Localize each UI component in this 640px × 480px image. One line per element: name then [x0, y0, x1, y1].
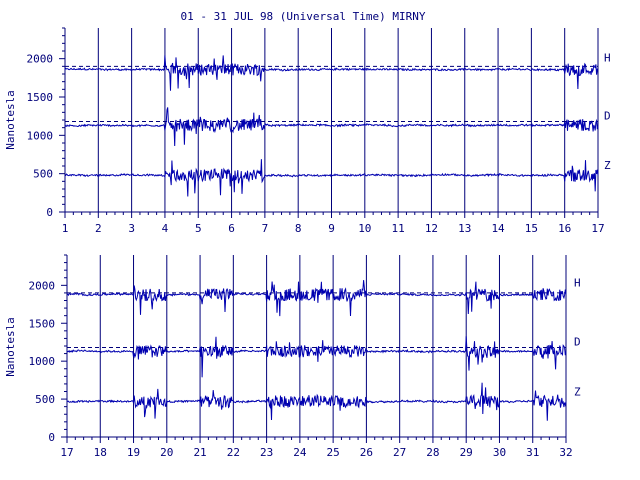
y-tick-label: 0 [46, 206, 53, 219]
series-label-H: H [604, 51, 611, 64]
x-tick-label: 22 [227, 446, 240, 459]
y-tick-label: 2000 [29, 279, 56, 292]
x-tick-label: 30 [493, 446, 506, 459]
x-tick-label: 28 [426, 446, 439, 459]
x-tick-label: 10 [358, 222, 371, 235]
x-tick-label: 8 [295, 222, 302, 235]
y-tick-label: 500 [35, 393, 55, 406]
x-tick-label: 11 [392, 222, 405, 235]
x-tick-label: 2 [95, 222, 102, 235]
x-tick-label: 1 [62, 222, 69, 235]
x-tick-label: 4 [162, 222, 169, 235]
y-tick-label: 1000 [29, 355, 56, 368]
series-label-H: H [574, 276, 581, 289]
x-tick-label: 32 [559, 446, 572, 459]
x-tick-label: 9 [328, 222, 335, 235]
x-tick-label: 15 [525, 222, 538, 235]
y-axis-label: Nanotesla [4, 90, 17, 150]
chart-title: 01 - 31 JUL 98 (Universal Time) MIRNY [180, 10, 425, 23]
trace-D [66, 336, 567, 378]
series-label-Z: Z [574, 385, 581, 398]
trace-Z [64, 159, 599, 197]
x-tick-label: 21 [193, 446, 206, 459]
lower-panel: Nanotesla 0 500 1000 1500 2000 17 18 19 20 21 22 23 2… [4, 254, 581, 459]
x-tick-label: 5 [195, 222, 202, 235]
x-tick-label: 26 [360, 446, 373, 459]
y-tick-label: 1500 [29, 317, 56, 330]
trace-Z [66, 382, 567, 421]
x-tick-label: 7 [262, 222, 269, 235]
series-label-D: D [574, 335, 581, 348]
x-tick-label: 24 [293, 446, 307, 459]
trace-D [64, 107, 599, 147]
series-label-D: D [604, 109, 611, 122]
x-tick-label: 13 [458, 222, 471, 235]
y-tick-label: 2000 [27, 53, 54, 66]
x-tick-label: 3 [128, 222, 135, 235]
x-tick-label: 6 [228, 222, 235, 235]
trace-H [64, 55, 599, 91]
y-tick-label: 1000 [27, 129, 54, 142]
y-tick-label: 0 [48, 431, 55, 444]
y-axis-label: Nanotesla [4, 317, 17, 377]
x-tick-label: 31 [526, 446, 539, 459]
x-tick-label: 25 [327, 446, 340, 459]
x-tick-label: 23 [260, 446, 273, 459]
x-tick-label: 27 [393, 446, 406, 459]
x-tick-label: 17 [60, 446, 73, 459]
y-tick-label: 500 [33, 168, 53, 181]
x-tick-label: 12 [425, 222, 438, 235]
y-tick-label: 1500 [27, 91, 54, 104]
x-tick-label: 17 [591, 222, 604, 235]
x-tick-label: 20 [160, 446, 173, 459]
x-tick-label: 19 [127, 446, 140, 459]
x-tick-label: 16 [558, 222, 571, 235]
series-label-Z: Z [604, 159, 611, 172]
x-tick-label: 18 [94, 446, 107, 459]
x-tick-label: 29 [460, 446, 473, 459]
x-tick-label: 14 [491, 222, 505, 235]
trace-H [67, 280, 567, 317]
